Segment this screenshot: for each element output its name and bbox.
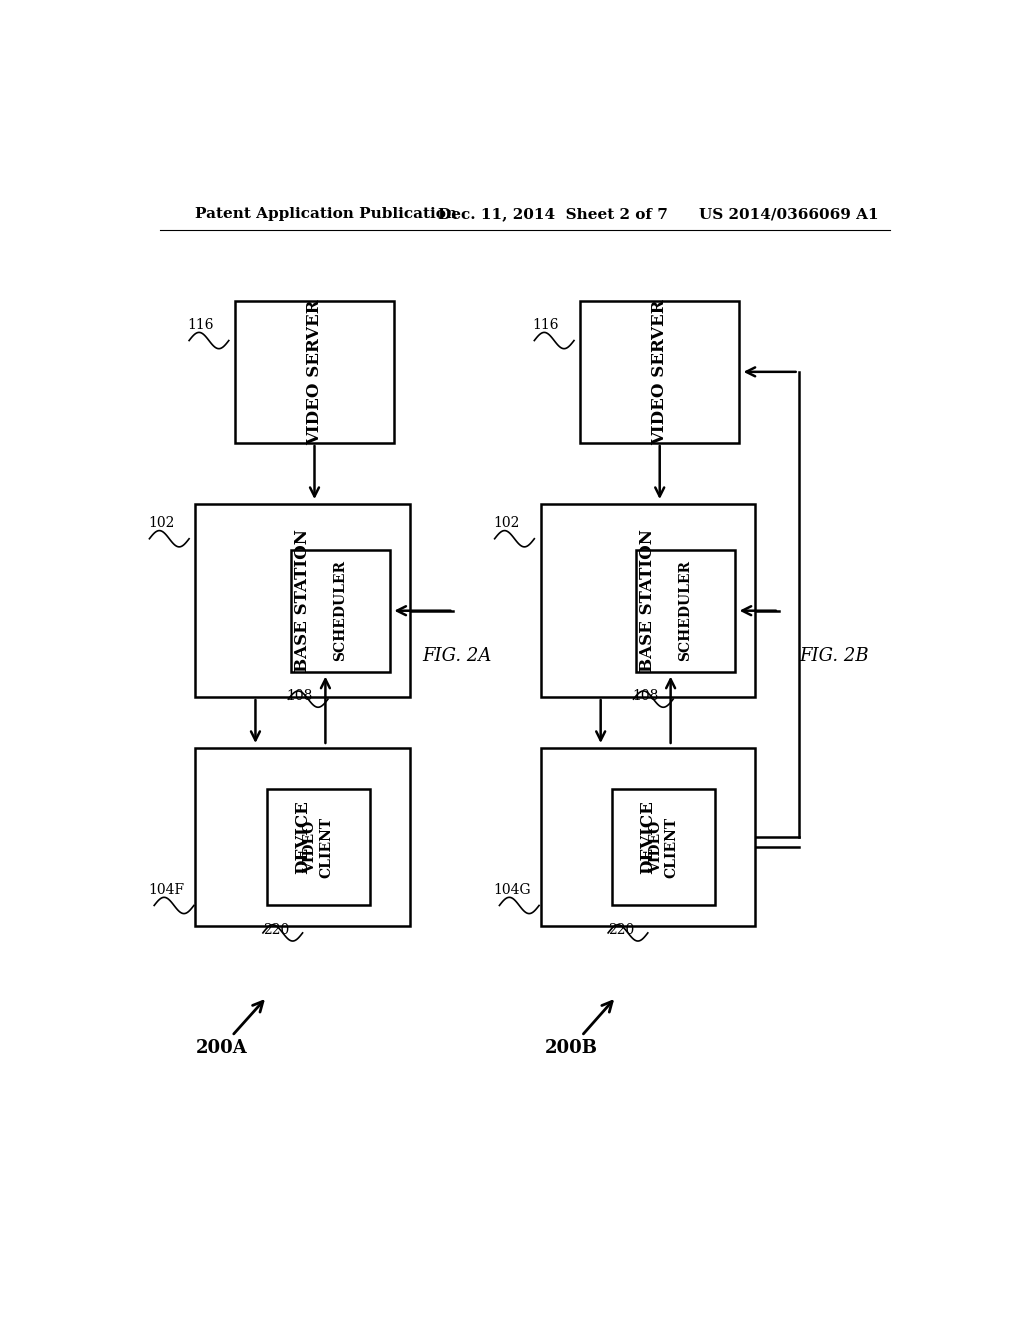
Text: 102: 102 (147, 516, 174, 531)
Text: 104G: 104G (494, 883, 530, 898)
Text: DEVICE: DEVICE (294, 800, 311, 874)
FancyBboxPatch shape (291, 549, 390, 672)
Text: 116: 116 (187, 318, 214, 333)
Text: 104F: 104F (147, 883, 184, 898)
Text: VIDEO SERVER: VIDEO SERVER (306, 300, 323, 445)
Text: 200A: 200A (196, 1002, 263, 1057)
Text: 108: 108 (632, 689, 658, 704)
Text: 102: 102 (494, 516, 519, 531)
FancyBboxPatch shape (612, 788, 715, 906)
Text: 116: 116 (532, 318, 559, 333)
Text: BASE STATION: BASE STATION (639, 529, 656, 672)
FancyBboxPatch shape (196, 748, 410, 925)
FancyBboxPatch shape (541, 748, 755, 925)
Text: SCHEDULER: SCHEDULER (333, 560, 347, 661)
Text: FIG. 2A: FIG. 2A (423, 647, 492, 665)
FancyBboxPatch shape (267, 788, 370, 906)
Text: VIDEO
CLIENT: VIDEO CLIENT (303, 817, 334, 878)
Text: VIDEO SERVER: VIDEO SERVER (651, 300, 669, 445)
FancyBboxPatch shape (636, 549, 735, 672)
FancyBboxPatch shape (236, 301, 394, 444)
Text: SCHEDULER: SCHEDULER (679, 560, 692, 661)
Text: 108: 108 (287, 689, 313, 704)
FancyBboxPatch shape (581, 301, 739, 444)
Text: VIDEO
CLIENT: VIDEO CLIENT (648, 817, 679, 878)
FancyBboxPatch shape (541, 504, 755, 697)
Text: 200B: 200B (545, 1002, 612, 1057)
Text: Patent Application Publication: Patent Application Publication (196, 207, 458, 222)
Text: 220: 220 (263, 923, 289, 937)
Text: DEVICE: DEVICE (639, 800, 656, 874)
FancyBboxPatch shape (196, 504, 410, 697)
Text: BASE STATION: BASE STATION (294, 529, 311, 672)
Text: US 2014/0366069 A1: US 2014/0366069 A1 (699, 207, 879, 222)
Text: FIG. 2B: FIG. 2B (800, 647, 869, 665)
Text: 220: 220 (608, 923, 635, 937)
Text: Dec. 11, 2014  Sheet 2 of 7: Dec. 11, 2014 Sheet 2 of 7 (437, 207, 668, 222)
